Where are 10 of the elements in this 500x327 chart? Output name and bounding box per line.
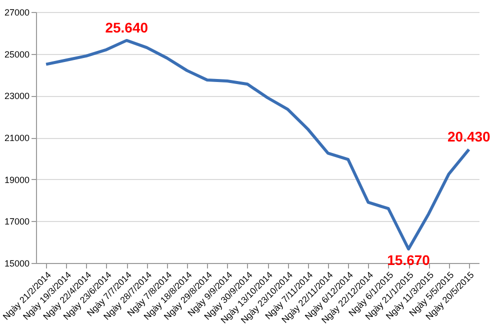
data-label: 15.670 — [387, 252, 430, 268]
y-tick-label: 15000 — [4, 258, 30, 268]
data-label: 20.430 — [448, 128, 491, 144]
data-label: 25.640 — [105, 19, 148, 36]
y-tick-label: 27000 — [4, 8, 30, 18]
y-tick-label: 23000 — [4, 91, 30, 102]
y-tick-label: 25000 — [4, 49, 30, 60]
y-tick-label: 19000 — [4, 174, 30, 185]
y-tick-label: 21000 — [4, 133, 30, 143]
y-tick-label: 17000 — [4, 216, 30, 227]
